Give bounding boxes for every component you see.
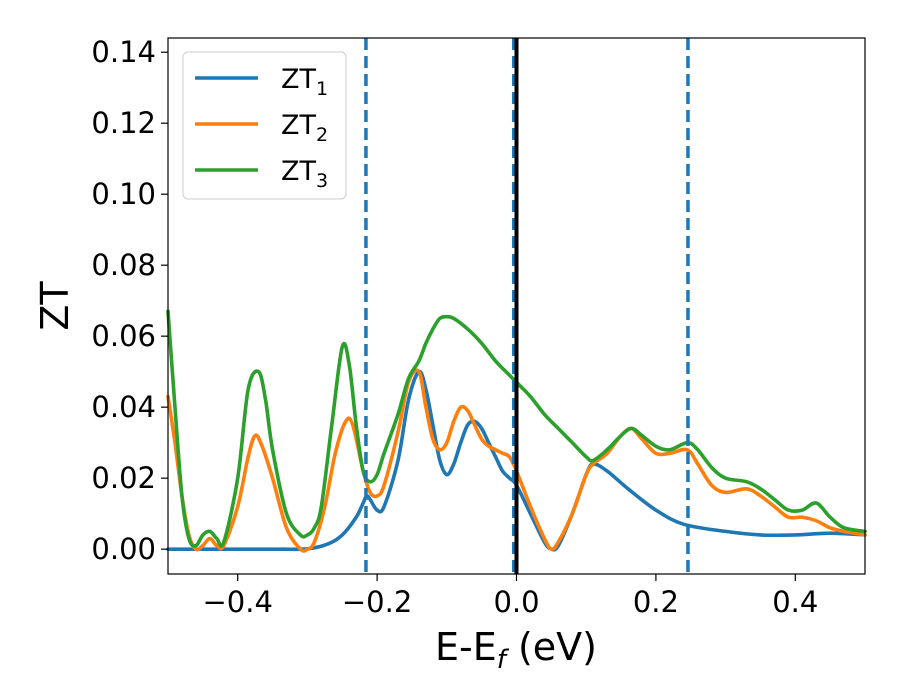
y-axis-ticks: 0.00 0.02 0.04 0.06 0.08 0.10 0.12 0.14 xyxy=(91,35,168,566)
legend-label-zt3: ZT3 xyxy=(281,156,328,192)
y-tick-label: 0.04 xyxy=(91,390,156,424)
y-tick-label: 0.02 xyxy=(91,461,156,495)
y-tick-label: 0.12 xyxy=(91,106,156,140)
x-axis-title: E-Ef (eV) xyxy=(435,625,597,675)
y-tick-label: 0.06 xyxy=(91,319,156,353)
x-tick-label: −0.4 xyxy=(202,585,272,619)
y-axis-title: ZT xyxy=(33,281,77,331)
y-tick-label: 0.00 xyxy=(91,532,156,566)
series-line-zt2 xyxy=(166,368,867,553)
y-tick-label: 0.10 xyxy=(91,177,156,211)
series-layer xyxy=(166,309,867,553)
series-line-zt3 xyxy=(166,309,867,548)
x-axis-title-unit: (eV) xyxy=(506,625,597,669)
x-tick-label: 0.0 xyxy=(493,585,539,619)
x-tick-label: 0.4 xyxy=(772,585,818,619)
y-tick-label: 0.14 xyxy=(91,35,156,69)
y-tick-label: 0.08 xyxy=(91,248,156,282)
x-tick-label: −0.2 xyxy=(342,585,412,619)
x-tick-label: 0.2 xyxy=(633,585,679,619)
legend-box xyxy=(182,51,347,200)
legend-label-zt2: ZT2 xyxy=(281,110,328,146)
x-axis-title-main: E-E xyxy=(435,625,497,669)
legend-label-zt1: ZT1 xyxy=(281,64,328,100)
reference-lines xyxy=(364,38,690,574)
legend: ZT1 ZT2 ZT3 xyxy=(182,51,347,200)
x-axis-ticks: −0.4 −0.2 0.0 0.2 0.4 xyxy=(202,574,818,619)
